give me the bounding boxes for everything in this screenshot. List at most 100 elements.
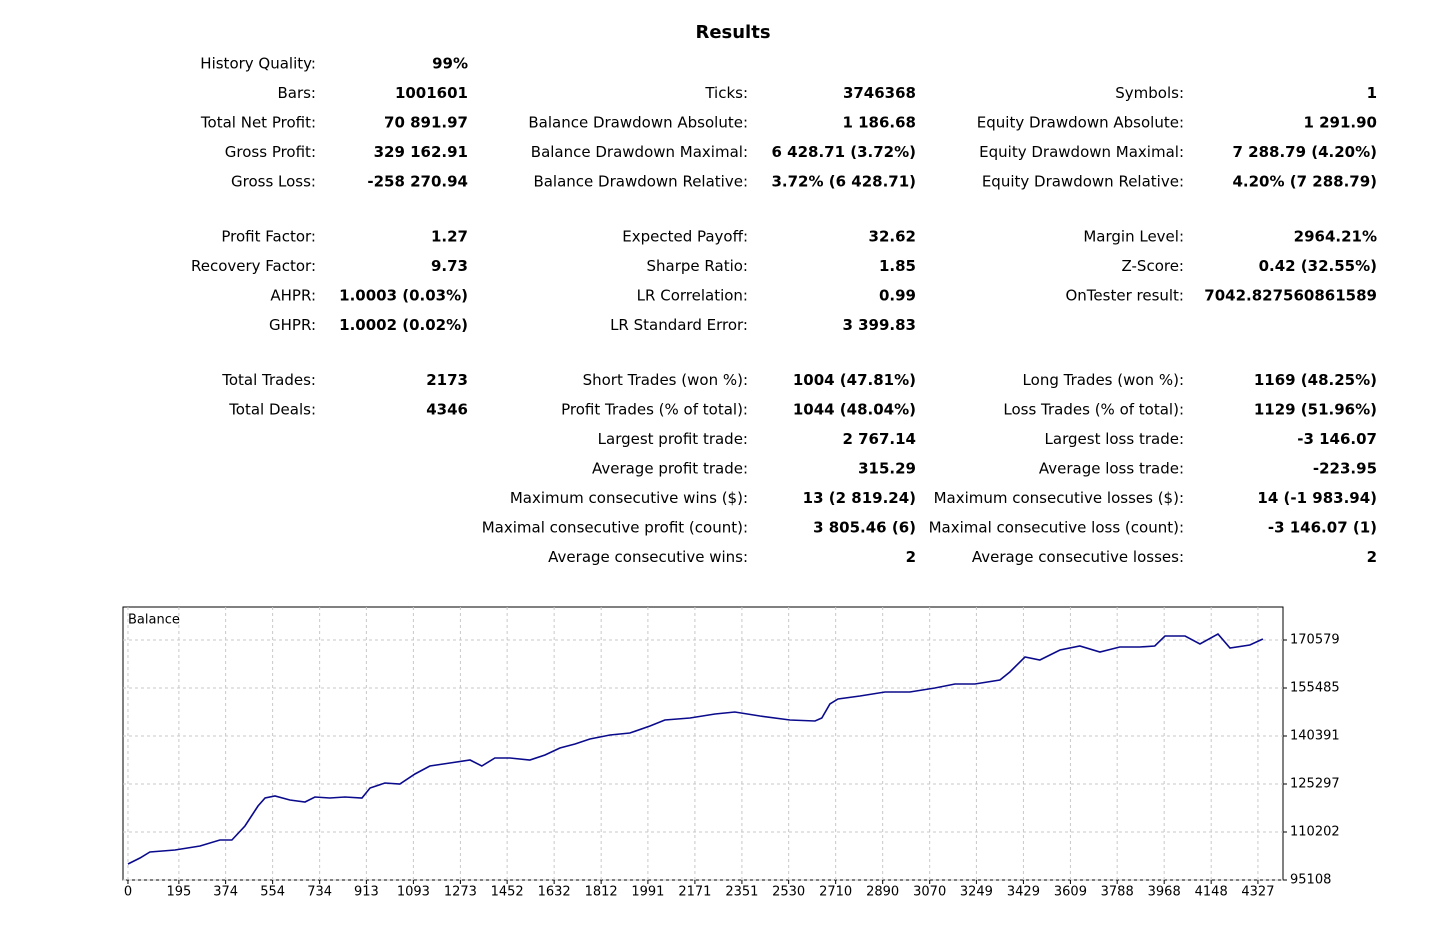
stat-label: Profit Trades (% of total): [561,401,748,419]
stat-label: Average profit trade: [592,460,748,478]
stat-value: 13 (2 819.24) [803,489,916,507]
stat-label: Sharpe Ratio: [647,257,748,275]
stat-label: Balance Drawdown Absolute: [528,114,748,132]
stat-value: -3 146.07 (1) [1268,519,1377,537]
stat-value: 3 805.46 (6) [813,519,916,537]
x-tick-label: 2530 [772,885,805,900]
stat-value: 70 891.97 [384,114,468,132]
stat-label: Maximal consecutive loss (count): [929,519,1184,537]
stat-label: AHPR: [270,287,316,305]
balance-line [127,632,1264,865]
chart-frame [122,606,1284,881]
x-tick-label: 1991 [631,885,664,900]
stat-label: Loss Trades (% of total): [1003,401,1184,419]
stat-label: Margin Level: [1083,228,1184,246]
x-tick-label: 3788 [1101,885,1134,900]
x-tick-label: 3429 [1007,885,1040,900]
stat-value: -223.95 [1313,460,1377,478]
stat-value: 1.0002 (0.02%) [339,316,468,334]
stat-label: Gross Loss: [231,173,316,191]
stat-value: 0.42 (32.55%) [1259,257,1377,275]
stat-value: 1 186.68 [842,114,916,132]
x-tick-label: 2890 [866,885,899,900]
stat-label: LR Standard Error: [610,316,748,334]
stat-value: -3 146.07 [1297,430,1377,448]
stat-label: Profit Factor: [221,228,316,246]
y-tick-label: 155485 [1290,680,1340,695]
stat-label: Gross Profit: [225,143,316,161]
stat-value: 2 [906,548,916,566]
stat-label: Largest loss trade: [1045,430,1184,448]
x-tick-label: 1632 [538,885,571,900]
stat-label: Largest profit trade: [598,430,748,448]
stat-value: 6 428.71 (3.72%) [771,143,916,161]
stat-value: 99% [432,55,468,73]
stat-value: 329 162.91 [374,143,468,161]
stat-value: 2 767.14 [842,430,916,448]
stat-value: 1169 (48.25%) [1254,371,1377,389]
stat-label: Long Trades (won %): [1023,371,1184,389]
stat-value: 1.85 [879,257,916,275]
x-tick-label: 2710 [819,885,852,900]
stat-label: Maximum consecutive losses ($): [934,489,1184,507]
stat-label: Balance Drawdown Relative: [533,173,748,191]
stat-label: Maximal consecutive profit (count): [482,519,748,537]
stat-label: Average consecutive wins: [548,548,748,566]
x-tick-label: 3968 [1148,885,1181,900]
stat-label: Total Deals: [228,401,316,419]
x-tick-label: 554 [260,885,285,900]
stat-label: OnTester result: [1065,287,1184,305]
stat-value: 1004 (47.81%) [793,371,916,389]
stat-label: GHPR: [269,316,316,334]
stat-value: 14 (-1 983.94) [1257,489,1377,507]
report-title: Results [695,22,770,43]
stat-value: 1.0003 (0.03%) [339,287,468,305]
stat-value: 1.27 [431,228,468,246]
stat-value: 1044 (48.04%) [793,401,916,419]
stat-label: Expected Payoff: [622,228,748,246]
stat-label: Symbols: [1115,84,1184,102]
stat-label: Recovery Factor: [191,257,316,275]
stat-value: 3746368 [843,84,916,102]
stat-value: 315.29 [858,460,916,478]
x-tick-label: 3249 [960,885,993,900]
stat-label: Total Net Profit: [200,114,316,132]
stat-label: Bars: [277,84,316,102]
stat-label: Total Trades: [221,371,316,389]
x-tick-label: 0 [124,885,132,900]
stat-value: 3.72% (6 428.71) [771,173,916,191]
x-tick-label: 1093 [397,885,430,900]
x-tick-label: 2171 [678,885,711,900]
x-tick-label: 1812 [585,885,618,900]
x-tick-label: 4148 [1195,885,1228,900]
stat-label: Equity Drawdown Maximal: [979,143,1184,161]
stat-label: Average loss trade: [1039,460,1184,478]
stat-value: 1 [1367,84,1377,102]
stat-label: Equity Drawdown Relative: [982,173,1184,191]
y-tick-label: 170579 [1290,632,1340,647]
stat-value: 0.99 [879,287,916,305]
y-tick-label: 95108 [1290,873,1331,888]
stat-value: 3 399.83 [842,316,916,334]
stat-label: Z-Score: [1122,257,1185,275]
stat-value: 2964.21% [1294,228,1377,246]
stat-value: 4.20% (7 288.79) [1232,173,1377,191]
x-tick-label: 195 [166,885,191,900]
stat-label: Equity Drawdown Absolute: [977,114,1184,132]
x-tick-label: 3070 [913,885,946,900]
stat-value: 1 291.90 [1303,114,1377,132]
stat-value: 2173 [426,371,468,389]
stat-value: 7042.827560861589 [1204,287,1377,305]
stat-value: 4346 [426,401,468,419]
x-tick-label: 3609 [1054,885,1087,900]
y-tick-label: 125297 [1290,776,1340,791]
x-tick-label: 1273 [444,885,477,900]
stat-label: Balance Drawdown Maximal: [531,143,748,161]
stat-label: Short Trades (won %): [583,371,748,389]
x-tick-label: 2351 [725,885,758,900]
x-tick-label: 913 [354,885,379,900]
stat-label: LR Correlation: [637,287,748,305]
stat-value: 9.73 [431,257,468,275]
y-tick-label: 140391 [1290,728,1340,743]
